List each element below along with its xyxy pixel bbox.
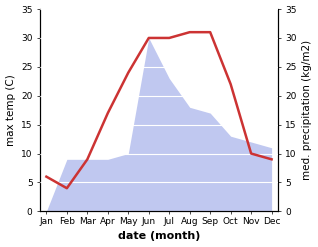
Y-axis label: max temp (C): max temp (C) (5, 74, 16, 146)
X-axis label: date (month): date (month) (118, 231, 200, 242)
Y-axis label: med. precipitation (kg/m2): med. precipitation (kg/m2) (302, 40, 313, 180)
